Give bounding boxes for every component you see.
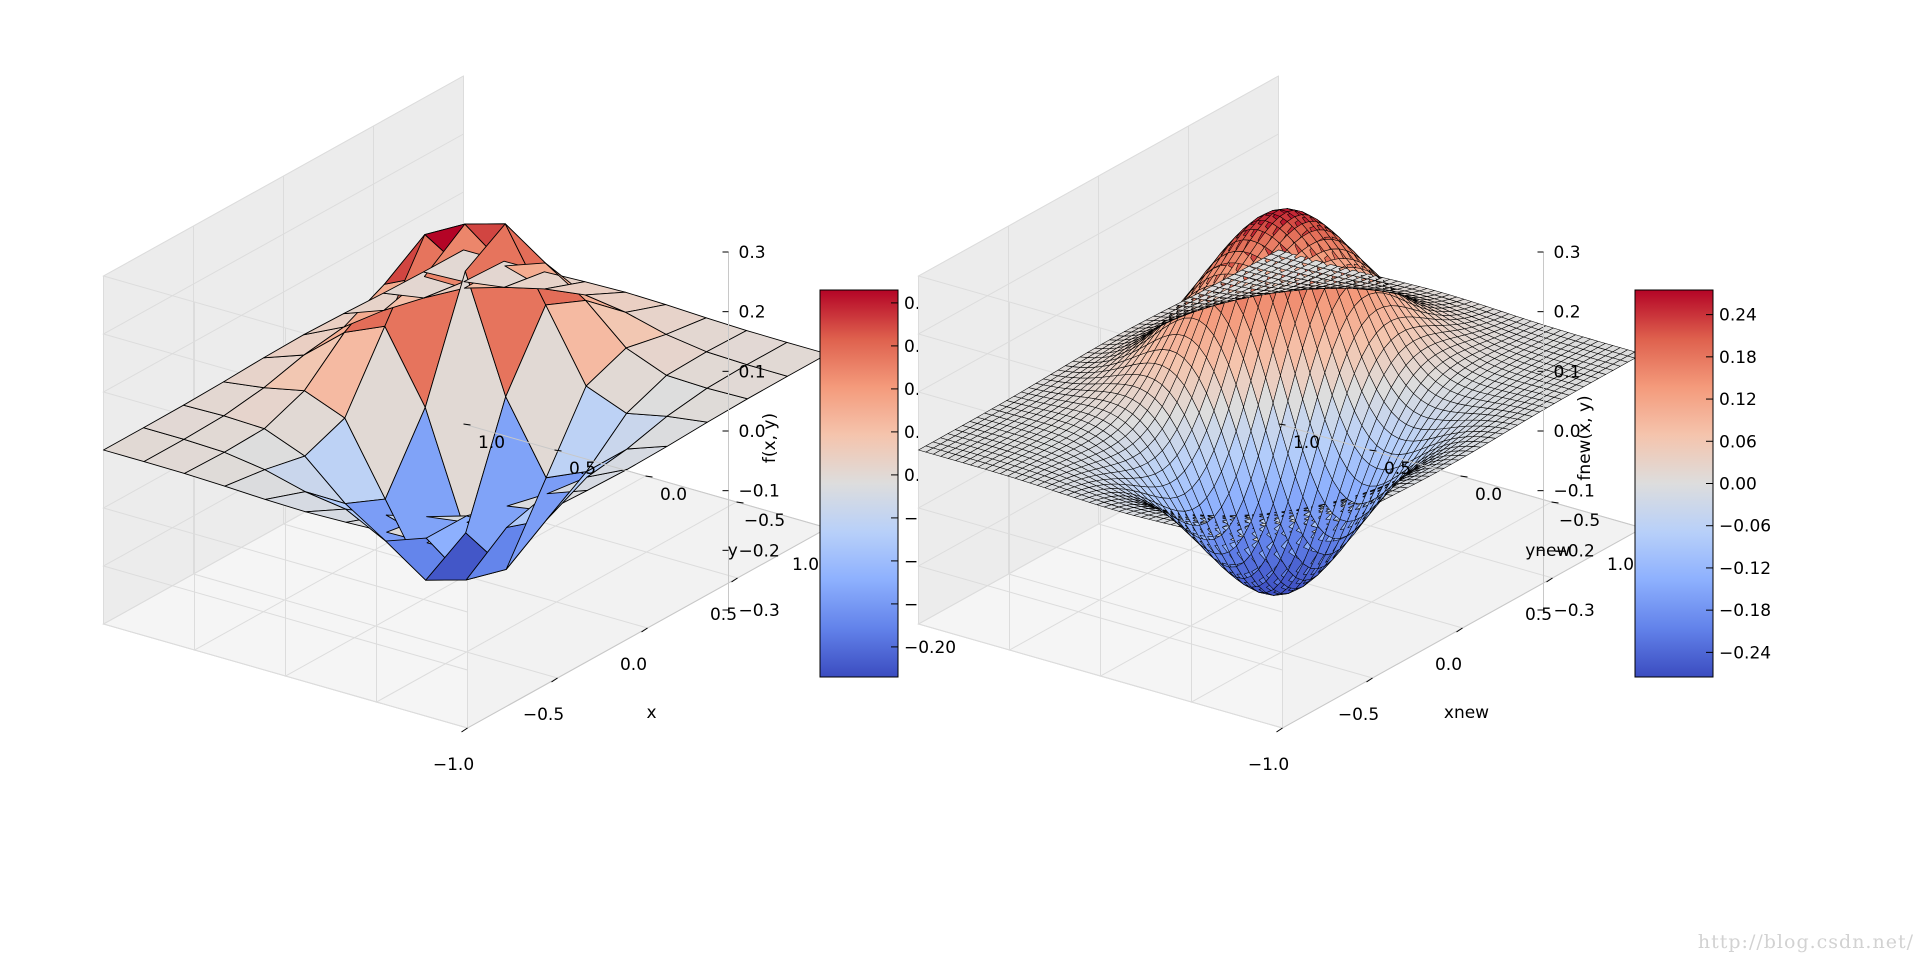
z-tick-label: 0.1 xyxy=(1554,362,1581,382)
y-axis-label: ynew xyxy=(1525,541,1570,561)
colorbar-tick-label: 0.06 xyxy=(1719,432,1757,452)
colorbar-tick-label: 0.24 xyxy=(1719,306,1757,326)
x-tick xyxy=(731,577,738,583)
colorbar-gradient xyxy=(819,289,899,678)
y-tick xyxy=(645,475,653,478)
x-tick-label: −1.0 xyxy=(1248,755,1289,775)
y-tick xyxy=(1369,449,1377,452)
x-tick-label: 1.0 xyxy=(1607,555,1634,575)
x-tick xyxy=(1456,627,1463,633)
x-tick xyxy=(461,727,468,733)
z-tick-label: −0.2 xyxy=(739,541,780,561)
y-tick xyxy=(1551,501,1559,504)
x-tick-label: 0.0 xyxy=(1435,655,1462,675)
x-tick xyxy=(551,677,558,683)
surface-plot-original: −1.0−0.50.00.51.0−1.0−0.50.00.51.0−0.3−0… xyxy=(102,75,956,775)
surface xyxy=(918,208,1643,596)
z-tick-label: 0.2 xyxy=(1554,303,1581,323)
y-axis-label: y xyxy=(728,541,738,561)
y-tick xyxy=(736,501,744,504)
y-tick-label: 0.0 xyxy=(1475,485,1502,505)
z-tick-label: 0.0 xyxy=(739,422,766,442)
colorbar-tick-label: 0.00 xyxy=(1719,475,1757,495)
colorbar-tick-label: −0.18 xyxy=(1719,601,1771,621)
z-tick-label: −0.2 xyxy=(1554,541,1595,561)
y-tick-label: −0.5 xyxy=(744,511,785,531)
y-tick-label: 1.0 xyxy=(478,433,505,453)
colorbar-tick-label: −0.06 xyxy=(1719,517,1771,537)
x-tick xyxy=(1546,577,1553,583)
x-tick-label: −1.0 xyxy=(433,755,474,775)
z-tick-label: −0.3 xyxy=(1554,601,1595,621)
z-tick-label: 0.3 xyxy=(1554,243,1581,263)
x-tick-label: 0.0 xyxy=(620,655,647,675)
y-tick xyxy=(463,423,471,426)
colorbar-tick-label: −0.12 xyxy=(1719,559,1771,579)
x-tick-label: −0.5 xyxy=(1338,705,1379,725)
z-tick-label: −0.1 xyxy=(1554,482,1595,502)
y-tick xyxy=(554,449,562,452)
z-tick-label: 0.3 xyxy=(739,243,766,263)
z-axis-label: fnew(x, y) xyxy=(1575,395,1595,480)
y-tick xyxy=(1278,423,1286,426)
x-tick-label: 1.0 xyxy=(792,555,819,575)
z-tick-label: −0.1 xyxy=(739,482,780,502)
surface-plot-interpolated: −1.0−0.50.00.51.0−1.0−0.50.00.51.0−0.3−0… xyxy=(917,75,1771,775)
colorbar-tick-label: −0.20 xyxy=(904,638,956,658)
colorbar-tick-label: 0.18 xyxy=(1719,348,1757,368)
x-tick-label: 0.5 xyxy=(1525,605,1552,625)
x-tick xyxy=(641,627,648,633)
z-tick-label: 0.0 xyxy=(1554,422,1581,442)
x-axis-label: xnew xyxy=(1444,703,1489,723)
colorbar: 0.24 0.18 0.12 0.06 0.00 −0.06 −0.12 −0.18 −0.24 xyxy=(1634,289,1771,678)
colorbar-gradient xyxy=(1634,289,1714,678)
x-tick xyxy=(1276,727,1283,733)
surface xyxy=(103,223,828,581)
watermark: http://blog.csdn.net/ xyxy=(1697,931,1914,953)
z-axis-label: f(x, y) xyxy=(760,413,780,463)
z-tick-label: 0.2 xyxy=(739,303,766,323)
colorbar-tick-label: −0.24 xyxy=(1719,643,1771,663)
z-tick-label: −0.3 xyxy=(739,601,780,621)
axis-labels: x y f(x, y) xyxy=(646,413,780,723)
y-tick-label: 0.0 xyxy=(660,485,687,505)
y-tick xyxy=(1460,475,1468,478)
y-tick-label: 0.5 xyxy=(1384,459,1411,479)
z-tick-label: 0.1 xyxy=(739,362,766,382)
x-tick xyxy=(1366,677,1373,683)
surface-facet xyxy=(746,341,828,377)
y-tick-label: 1.0 xyxy=(1293,433,1320,453)
y-tick-label: 0.5 xyxy=(569,459,596,479)
ticks: −1.0−0.50.00.51.0−1.0−0.50.00.51.0−0.3−0… xyxy=(1248,243,1696,775)
axis-labels: xnew ynew fnew(x, y) xyxy=(1444,395,1595,723)
y-tick-label: −0.5 xyxy=(1559,511,1600,531)
x-axis-label: x xyxy=(646,703,656,723)
colorbar-tick-label: 0.12 xyxy=(1719,390,1757,410)
x-tick-label: −0.5 xyxy=(523,705,564,725)
x-tick-label: 0.5 xyxy=(710,605,737,625)
